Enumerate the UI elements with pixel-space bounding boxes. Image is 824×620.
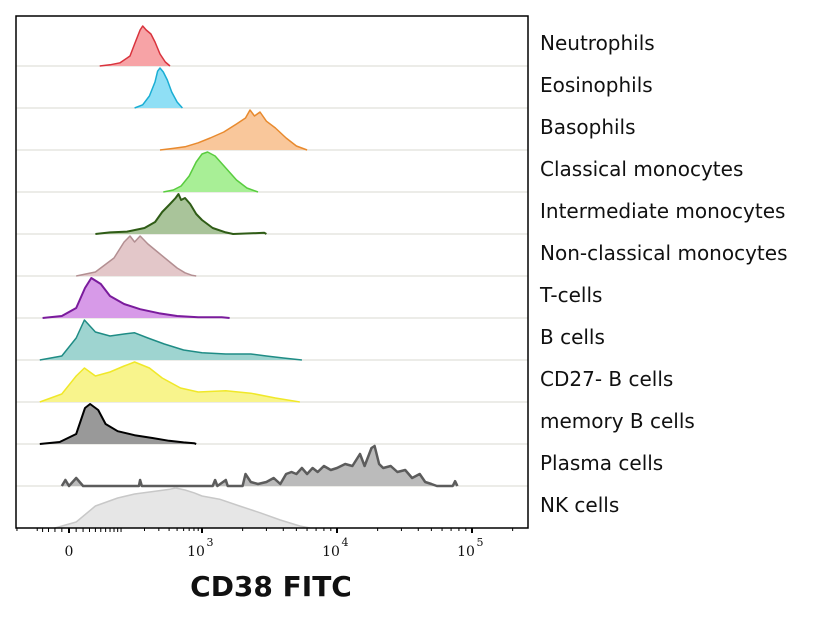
row-label: T-cells (540, 283, 603, 307)
histogram-outline (95, 193, 267, 235)
row-label: B cells (540, 325, 605, 349)
x-tick-exponent: 4 (342, 536, 349, 549)
x-tick-label: 10 (457, 544, 475, 560)
histogram-row-non-classical-monocytes (16, 235, 528, 277)
row-label: Intermediate monocytes (540, 199, 786, 223)
x-axis-title: CD38 FITC (190, 570, 352, 603)
histogram-outline (163, 151, 259, 193)
histogram-outline (54, 487, 311, 529)
x-tick-label: 10 (187, 544, 205, 560)
histogram-outline (76, 235, 197, 277)
histogram-rows (16, 25, 528, 529)
row-label: Classical monocytes (540, 157, 744, 181)
histogram-row-b-cells (16, 319, 528, 361)
histogram-row-memory-b-cells (16, 403, 528, 445)
histogram-row-intermediate-monocytes (16, 193, 528, 235)
histogram-row-plasma-cells (16, 444, 528, 488)
histogram-outline (39, 403, 197, 445)
histogram-area (39, 320, 302, 360)
x-tick-label: 0 (65, 544, 74, 560)
x-tick-exponent: 3 (207, 536, 214, 549)
histogram-outline (39, 361, 300, 403)
histogram-row-nk-cells (54, 487, 311, 529)
x-tick-label: 10 (322, 544, 340, 560)
histogram-row-neutrophils (16, 25, 528, 67)
histogram-row-basophils (16, 109, 528, 151)
row-label: Eosinophils (540, 73, 653, 97)
histogram-area (39, 404, 197, 444)
row-label: memory B cells (540, 409, 695, 433)
histogram-area (61, 446, 458, 486)
histogram-outline (134, 67, 183, 109)
histogram-area (42, 278, 230, 318)
row-label: NK cells (540, 493, 620, 517)
row-label: Neutrophils (540, 31, 655, 55)
row-label: Non-classical monocytes (540, 241, 788, 265)
x-axis-ticks (16, 528, 514, 533)
histogram-area (160, 110, 308, 150)
histogram-row-eosinophils (16, 67, 528, 109)
row-label: CD27- B cells (540, 367, 674, 391)
histogram-area (134, 68, 183, 108)
histogram-area (163, 152, 258, 192)
histogram-outline (60, 444, 459, 488)
histogram-outline (99, 25, 171, 67)
histogram-outline (42, 277, 230, 319)
row-label: Basophils (540, 115, 636, 139)
histogram-outline (159, 109, 308, 151)
row-label: Plasma cells (540, 451, 664, 475)
histogram-area (95, 194, 267, 234)
histogram-row-t-cells (16, 277, 528, 319)
x-tick-exponent: 5 (477, 536, 484, 549)
histogram-area (99, 26, 170, 66)
histogram-row-cd27-b-cells (16, 361, 528, 403)
plot-frame (15, 15, 529, 529)
histogram-outline (39, 319, 302, 361)
histogram-area (76, 236, 197, 276)
histogram-row-classical-monocytes (16, 151, 528, 193)
